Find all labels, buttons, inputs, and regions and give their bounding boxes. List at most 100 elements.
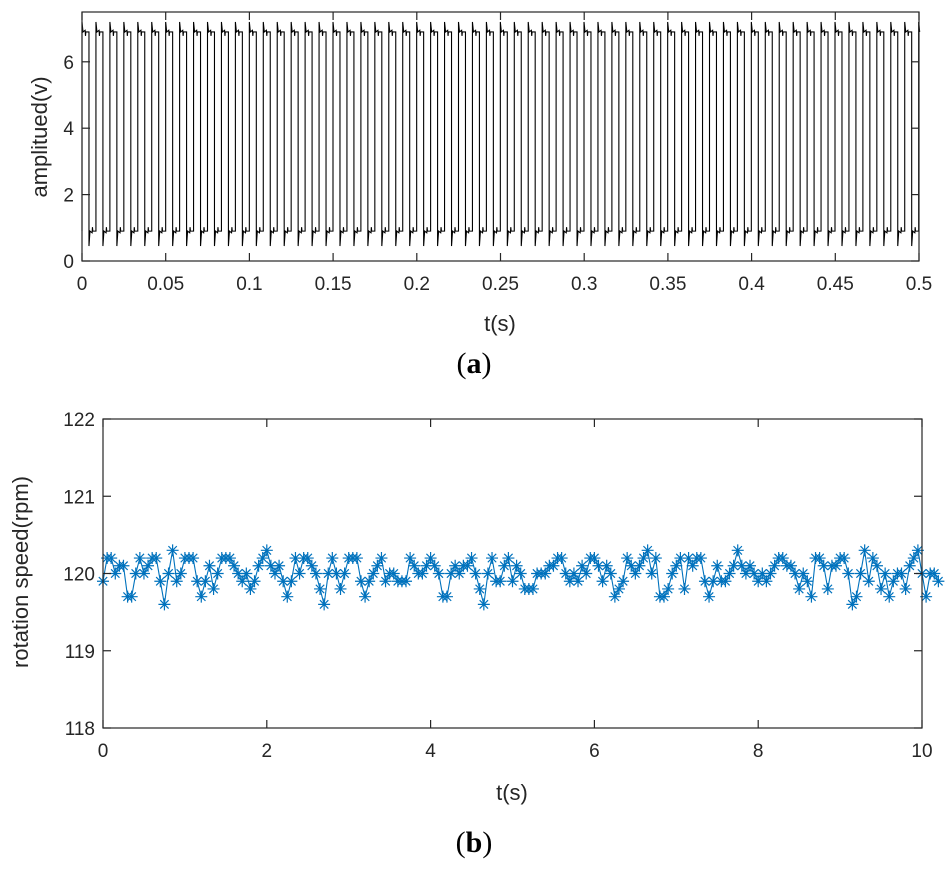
data-point-marker	[330, 567, 343, 580]
x-axis-label-a: t(s)	[484, 311, 516, 336]
data-point-marker	[580, 567, 593, 580]
data-point-marker	[662, 582, 675, 595]
data-point-marker	[723, 567, 736, 580]
data-point-marker	[445, 567, 458, 580]
data-point-marker	[428, 559, 441, 572]
data-point-marker	[801, 575, 814, 588]
data-point-marker	[846, 598, 859, 611]
data-point-marker	[752, 575, 765, 588]
data-point-marker	[649, 552, 662, 565]
data-point-marker	[731, 544, 744, 557]
x-tick-label: 0.3	[571, 274, 597, 295]
data-point-marker	[133, 552, 146, 565]
x-tick-label: 0.1	[236, 274, 262, 295]
data-point-marker	[698, 575, 711, 588]
x-tick-label: 0	[98, 741, 109, 762]
data-point-marker	[526, 582, 539, 595]
data-point-marker	[322, 567, 335, 580]
x-tick-label: 0.05	[147, 274, 184, 295]
data-point-marker	[793, 582, 806, 595]
data-point-marker	[404, 552, 417, 565]
data-point-marker	[166, 544, 179, 557]
data-point-marker	[899, 582, 912, 595]
data-point-marker	[273, 559, 286, 572]
data-point-marker	[211, 567, 224, 580]
data-point-marker	[797, 567, 810, 580]
data-point-marker	[870, 559, 883, 572]
data-point-marker	[305, 559, 318, 572]
data-point-marker	[920, 590, 933, 603]
data-point-marker	[207, 582, 220, 595]
x-axis-label-b: t(s)	[496, 780, 528, 805]
data-point-marker	[129, 567, 142, 580]
data-point-marker	[604, 567, 617, 580]
y-tick-label: 0	[63, 252, 74, 273]
x-tick-label: 0.4	[738, 274, 765, 295]
data-point-marker	[256, 552, 269, 565]
data-point-marker	[400, 575, 413, 588]
data-point-marker	[477, 598, 490, 611]
x-tick-label: 0.5	[906, 274, 932, 295]
data-point-marker	[260, 544, 273, 557]
data-point-marker	[854, 567, 867, 580]
data-point-marker	[268, 567, 281, 580]
x-tick-label: 6	[589, 741, 600, 762]
data-point-marker	[465, 552, 478, 565]
data-point-marker	[907, 552, 920, 565]
data-point-marker	[420, 559, 433, 572]
data-point-marker	[150, 552, 163, 565]
data-point-marker	[432, 567, 445, 580]
data-point-marker	[670, 559, 683, 572]
data-point-marker	[158, 598, 171, 611]
data-point-marker	[547, 559, 560, 572]
x-tick-label: 0.45	[817, 274, 854, 295]
data-point-marker	[301, 552, 314, 565]
x-tick-label: 0.15	[315, 274, 352, 295]
data-point-marker	[539, 567, 552, 580]
data-point-marker	[293, 567, 306, 580]
data-point-marker	[830, 559, 843, 572]
data-point-marker	[264, 559, 277, 572]
data-point-marker	[633, 559, 646, 572]
data-point-marker	[711, 559, 724, 572]
data-point-marker	[285, 575, 298, 588]
data-point-marker	[608, 590, 621, 603]
data-point-marker	[694, 552, 707, 565]
square-wave-line	[81, 21, 921, 247]
data-point-marker	[232, 567, 245, 580]
data-point-marker	[350, 552, 363, 565]
data-point-marker	[682, 552, 695, 565]
data-point-marker	[449, 559, 462, 572]
data-point-marker	[641, 544, 654, 557]
data-point-marker	[572, 575, 585, 588]
x-tick-label: 0	[77, 274, 88, 295]
data-point-marker	[252, 559, 265, 572]
data-point-marker	[486, 552, 499, 565]
data-point-marker	[187, 552, 200, 565]
data-point-marker	[625, 559, 638, 572]
data-point-marker	[813, 552, 826, 565]
data-point-marker	[821, 582, 834, 595]
data-point-marker	[703, 590, 716, 603]
square-wave-series	[81, 21, 921, 247]
data-point-marker	[506, 575, 519, 588]
x-tick-label: 8	[753, 741, 764, 762]
data-point-marker	[719, 575, 732, 588]
data-point-marker	[842, 567, 855, 580]
data-point-marker	[481, 567, 494, 580]
data-point-marker	[707, 575, 720, 588]
data-point-marker	[363, 575, 376, 588]
data-point-marker	[817, 559, 830, 572]
data-point-marker	[334, 582, 347, 595]
data-point-marker	[883, 590, 896, 603]
data-point-marker	[199, 575, 212, 588]
data-point-marker	[228, 559, 241, 572]
data-point-marker	[674, 552, 687, 565]
data-point-marker	[371, 559, 384, 572]
x-tick-label: 2	[262, 741, 273, 762]
data-point-marker	[125, 590, 138, 603]
data-point-marker	[191, 575, 204, 588]
data-point-marker	[895, 567, 908, 580]
data-point-marker	[354, 575, 367, 588]
data-point-marker	[244, 582, 257, 595]
